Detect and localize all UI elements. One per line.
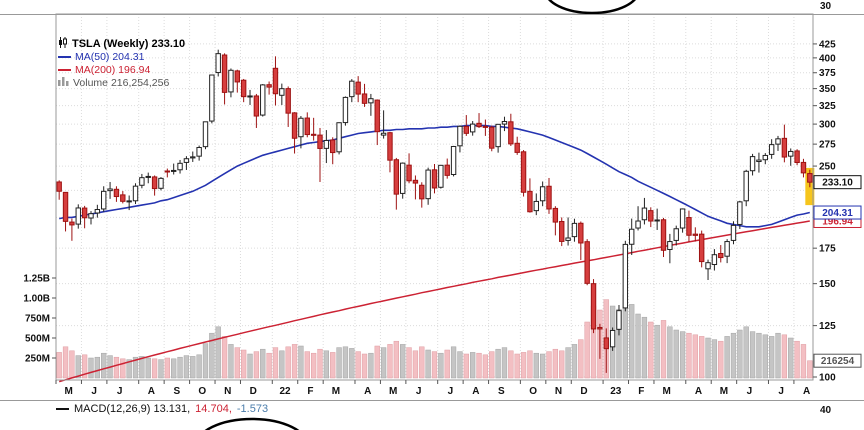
svg-text:D: D	[580, 386, 587, 397]
svg-text:J: J	[448, 386, 454, 397]
legend-ma50-row: MA(50) 204.31	[58, 50, 185, 63]
grid-layer	[55, 14, 813, 380]
svg-text:750M: 750M	[25, 314, 50, 325]
svg-text:425: 425	[819, 39, 836, 50]
svg-text:A: A	[364, 386, 371, 397]
svg-text:S: S	[174, 386, 181, 397]
svg-text:1.00B: 1.00B	[23, 294, 50, 305]
panel-divider-bottom	[0, 400, 864, 401]
macd-signal-value: 14.704,	[195, 403, 232, 415]
svg-text:J: J	[778, 386, 784, 397]
macd-line-swatch	[56, 408, 69, 410]
svg-text:M: M	[663, 386, 671, 397]
svg-text:150: 150	[819, 279, 836, 290]
legend-ma200-row: MA(200) 196.94	[58, 63, 185, 76]
legend-ma50-label: MA(50) 204.31	[75, 50, 145, 63]
svg-text:216254: 216254	[821, 356, 855, 367]
svg-text:375: 375	[819, 68, 836, 79]
svg-text:300: 300	[819, 120, 836, 131]
volume-layer	[56, 294, 813, 379]
svg-text:F: F	[307, 386, 313, 397]
svg-text:A: A	[803, 386, 810, 397]
svg-text:22: 22	[279, 386, 291, 397]
svg-text:400: 400	[819, 53, 836, 64]
ma200-line-swatch	[58, 68, 71, 71]
macd-legend: MACD(12,26,9) 13.131, 14.704, -1.573	[56, 403, 268, 415]
svg-text:A: A	[695, 386, 702, 397]
candles-layer	[56, 49, 813, 373]
svg-text:M: M	[389, 386, 397, 397]
svg-text:O: O	[529, 386, 537, 397]
legend-volume-row: Volume 216,254,256	[58, 76, 185, 89]
svg-text:250M: 250M	[25, 354, 50, 365]
svg-text:N: N	[224, 386, 231, 397]
svg-text:1.25B: 1.25B	[23, 274, 50, 285]
svg-text:N: N	[555, 386, 562, 397]
svg-text:204.31: 204.31	[822, 208, 853, 219]
upper-panel-right-axis-label: 30	[820, 1, 832, 12]
month-axis-labels: M J J A S O N D 22 F M A M J J A S O N D 23 F M A M J J A	[55, 380, 810, 397]
svg-text:J: J	[747, 386, 753, 397]
svg-text:M: M	[720, 386, 728, 397]
macd-panel-right-axis-label: 40	[820, 405, 832, 416]
svg-text:J: J	[416, 386, 422, 397]
svg-text:D: D	[250, 386, 257, 397]
svg-text:J: J	[117, 386, 123, 397]
chart-legend: TSLA (Weekly) 233.10 MA(50) 204.31 MA(20…	[58, 36, 186, 89]
candlestick-icon	[58, 36, 68, 51]
volume-axis-labels: 1.25B 1.00B 750M 500M 250M	[23, 274, 56, 365]
svg-text:325: 325	[819, 101, 836, 112]
svg-text:M: M	[332, 386, 340, 397]
ellipse-annotations	[204, 0, 637, 430]
legend-volume-label: Volume 216,254,256	[73, 76, 170, 89]
legend-ma200-label: MA(200) 196.94	[75, 63, 151, 76]
volume-bars-icon	[58, 76, 69, 89]
svg-text:23: 23	[610, 386, 622, 397]
svg-text:O: O	[198, 386, 206, 397]
svg-text:M: M	[65, 386, 73, 397]
svg-text:F: F	[638, 386, 644, 397]
ma50-line-swatch	[58, 55, 71, 58]
legend-symbol-label: TSLA (Weekly) 233.10	[72, 37, 186, 50]
macd-label: MACD(12,26,9) 13.131,	[74, 403, 191, 415]
svg-text:125: 125	[819, 321, 836, 332]
svg-text:S: S	[498, 386, 505, 397]
panel-divider-top	[0, 14, 864, 15]
legend-symbol-row: TSLA (Weekly) 233.10	[58, 36, 186, 51]
svg-text:350: 350	[819, 84, 836, 95]
ma50-line	[59, 124, 810, 228]
ma200-line	[58, 220, 810, 383]
macd-histogram-value: -1.573	[236, 403, 269, 415]
svg-text:175: 175	[819, 244, 836, 255]
svg-text:500M: 500M	[25, 334, 50, 345]
svg-text:196.94: 196.94	[822, 216, 853, 227]
svg-text:250: 250	[819, 162, 836, 173]
svg-text:275: 275	[819, 140, 836, 151]
svg-text:J: J	[91, 386, 97, 397]
price-axis-labels: 425 400 375 350 325 300 275 250 175 150 125 100	[813, 39, 836, 383]
svg-text:A: A	[148, 386, 155, 397]
svg-text:A: A	[472, 386, 479, 397]
svg-text:100: 100	[819, 372, 836, 383]
svg-text:233.10: 233.10	[822, 178, 853, 189]
